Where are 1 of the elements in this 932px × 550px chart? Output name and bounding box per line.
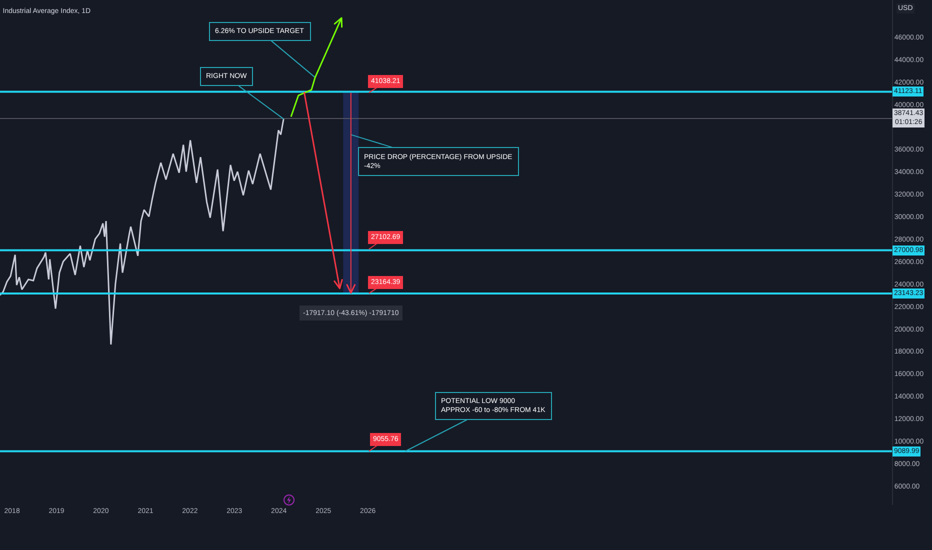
line-series: [0, 118, 284, 346]
